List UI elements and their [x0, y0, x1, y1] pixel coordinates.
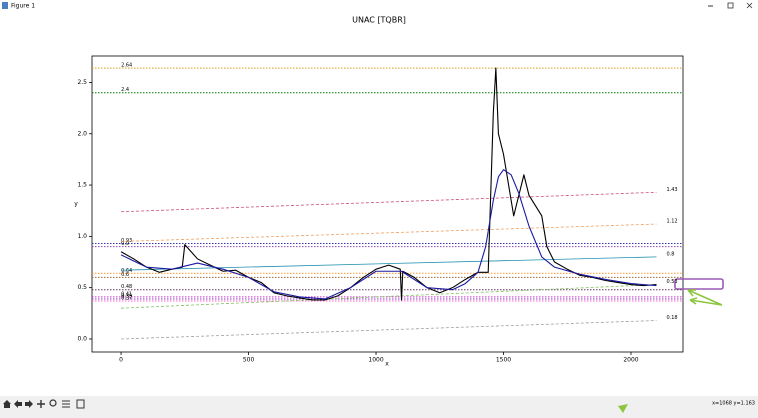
y-tick-label: 2.5 [77, 79, 87, 86]
toolbar-buttons [3, 399, 85, 409]
x-tick-label: 500 [243, 357, 255, 364]
highlight-box [674, 278, 724, 290]
level-label: 0.37 [121, 296, 132, 302]
configure-button[interactable] [62, 400, 70, 408]
x-tick-label: 0 [119, 357, 123, 364]
back-button[interactable] [14, 400, 22, 408]
y-tick-label: 1.5 [77, 182, 87, 189]
level-label: 0.9 [121, 241, 129, 247]
data-line [120, 169, 657, 300]
window-title: Figure 1 [11, 3, 35, 10]
app-icon [2, 2, 8, 9]
forward-button[interactable] [25, 400, 33, 408]
trend-line [121, 223, 657, 242]
y-tick-label: 2.0 [77, 130, 87, 137]
close-button[interactable] [746, 2, 753, 9]
x-tick-label: 2000 [623, 357, 638, 364]
level-label: 0.39 [121, 293, 132, 299]
x-axis-label: x [385, 361, 389, 368]
title-bar [0, 0, 758, 12]
trend-line [121, 320, 657, 340]
trend-label: 1.12 [666, 219, 677, 225]
toolbar [0, 396, 758, 418]
level-label: 0.64 [121, 268, 132, 274]
trend-label: 0.53 [666, 279, 677, 285]
save-button[interactable] [76, 399, 85, 409]
y-tick-label: 0.0 [77, 335, 87, 342]
zoom-button[interactable] [49, 399, 57, 407]
x-tick-label: 1500 [496, 357, 511, 364]
trend-line [121, 256, 657, 271]
trend-label: 1.43 [666, 187, 677, 193]
home-button[interactable] [3, 400, 11, 408]
level-label: 0.48 [121, 284, 132, 290]
y-tick-label: 1.0 [77, 233, 87, 240]
cursor-arrow [618, 404, 628, 413]
pan-button[interactable] [37, 400, 45, 408]
trend-line [121, 284, 657, 309]
trend-line [121, 191, 657, 213]
maximize-button[interactable] [727, 2, 734, 9]
level-label: 0.6 [121, 272, 129, 278]
chart-title: UNAC [TQBR] [352, 16, 406, 25]
annotation-arrows [687, 289, 723, 306]
trend-label: 0.18 [666, 315, 677, 321]
data-line [120, 67, 657, 301]
level-label: 2.4 [121, 87, 129, 93]
status-text: x=1068 y=1.163 [712, 401, 755, 407]
trend-label: 0.8 [666, 251, 674, 257]
plot-frame [91, 55, 684, 353]
y-axis-label: y [74, 201, 78, 208]
level-label: 2.64 [121, 63, 132, 69]
x-tick-label: 1000 [368, 357, 383, 364]
y-tick-label: 0.5 [77, 284, 87, 291]
level-label: 0.41 [121, 291, 132, 297]
